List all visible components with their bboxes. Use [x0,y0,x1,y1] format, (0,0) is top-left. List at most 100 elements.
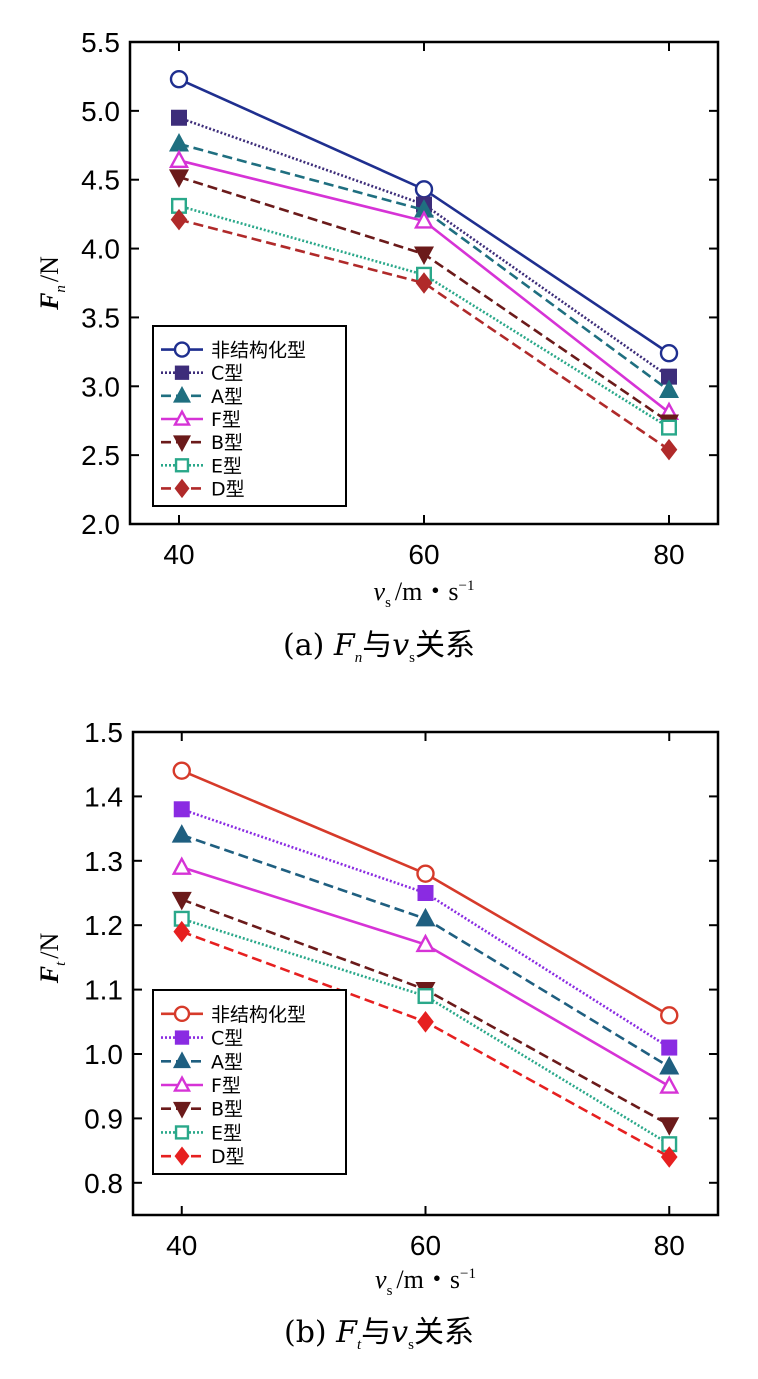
chart-b-point-s2-0 [171,824,192,843]
chart-a-legend-marker-4 [172,435,192,453]
chart-a-legend-label-1: C型 [211,363,243,385]
chart-b-legend-marker-0 [173,1005,191,1023]
chart-b-legend-label-5: E型 [211,1122,242,1144]
chart-b-ylabel: Ft/N [35,933,69,985]
chart-a-caption-part-0: (a) [283,628,334,663]
chart-b-caption-part-2: t [357,1337,362,1353]
chart-b-point-s2-2 [659,1055,680,1075]
chart-b-ytick-label: 1.1 [84,975,123,1006]
chart-a-ytick-label: 3.0 [81,371,120,402]
chart-b-caption-part-0: (b) [284,1315,336,1350]
chart-a-ytick-label: 2.5 [81,440,120,471]
chart-a-point-s4-1 [413,246,435,266]
chart-a-point-s6-1 [415,272,433,294]
chart-a-series-line-6 [178,218,670,451]
chart-b-caption-part-5: s [408,1337,414,1353]
chart-a-point-s2-2 [658,379,680,399]
chart-b-legend-marker-6 [174,1146,190,1166]
chart-b-point-s6-1 [417,1011,434,1033]
chart-b-ytick-label: 1.3 [84,846,123,877]
chart-b-xlabel-sub: s [387,1283,393,1299]
chart-b-legend-label-6: D型 [211,1146,245,1168]
chart-a-ylabel-unit: /N [35,256,64,282]
chart-a-legend-marker-0 [173,341,191,358]
chart-a-ytick-label: 3.5 [81,302,120,333]
chart-b-point-s0-1 [416,864,435,883]
chart-b-xlabel-main: v [375,1265,387,1294]
chart-a-xlabel-main: v [374,577,386,606]
chart-b-ytick-label: 1.0 [84,1039,123,1070]
chart-b-point-s5-1 [417,988,434,1005]
chart-a-legend-label-4: B型 [211,432,243,454]
chart-b-legend-label-0: 非结构化型 [211,1004,306,1026]
chart-a-legend-label-6: D型 [211,478,245,500]
chart-b-point-s1-2 [661,1039,678,1056]
chart-b-caption-part-4: v [391,1315,408,1350]
chart-a-ylabel: Fn/N [35,256,69,311]
chart-a-caption-part-6: 关系 [415,628,475,663]
chart-a-xtick-label: 40 [163,539,194,570]
chart-b-ytick-label: 1.2 [84,910,123,941]
chart-b-legend-marker-5 [174,1125,190,1140]
chart-a-xlabel-sub: s [385,595,391,611]
chart-b-legend-label-3: F型 [211,1075,241,1097]
chart-b-caption-part-1: F [335,1315,358,1350]
chart-a-legend-marker-3 [172,409,192,426]
chart-a-caption-part-2: n [355,650,363,666]
chart-a-point-s5-2 [661,419,678,436]
chart-b-legend-marker-2 [172,1051,192,1069]
chart-a: 2.02.53.03.54.04.55.05.540 60 80Fn/Nvs/m・s… [35,27,720,666]
chart-b-legend-marker-4 [172,1101,192,1119]
chart-b-xlabel-exp: −1 [460,1266,476,1282]
chart-a-point-s0-2 [659,344,679,363]
chart-a-legend-marker-6 [174,478,190,499]
chart-a-point-s1-0 [170,109,187,126]
chart-a-ytick-label: 5.5 [81,27,120,58]
chart-a-caption: (a) Fn与vs关系 [283,628,475,666]
chart-a-xtick-label: 60 [408,539,439,570]
chart-a-xtick-label: 80 [653,539,684,570]
chart-a-xlabel-unit: /m・s [395,577,459,606]
chart-a-point-s0-0 [169,69,189,89]
chart-a-ytick-label: 4.5 [81,165,120,196]
chart-a-point-s6-2 [660,438,678,461]
chart-b-caption-part-6: 关系 [414,1315,474,1350]
chart-b-legend-marker-3 [172,1075,192,1092]
chart-b-caption: (b) Ft与vs关系 [284,1315,474,1353]
chart-a-caption-part-3: 与 [362,628,392,663]
chart-b-point-s2-1 [415,907,436,927]
chart-b-point-s3-2 [659,1075,680,1094]
chart-a-legend-marker-1 [174,365,190,380]
chart-b-point-s4-0 [171,891,192,911]
chart-b-point-s3-1 [415,933,436,953]
chart-b-legend-label-4: B型 [211,1099,243,1121]
chart-a-point-s3-1 [413,210,435,229]
chart-b-point-s6-2 [660,1146,678,1168]
chart-a-xlabel: vs/m・s−1 [374,577,475,611]
chart-b-ytick-label: 1.4 [84,781,123,812]
chart-b-point-s0-0 [172,761,191,780]
chart-a-point-s3-0 [168,149,190,169]
chart-a-point-s2-0 [168,132,190,152]
chart-b-point-s1-0 [173,801,190,818]
chart-b-xtick-label: 60 [410,1230,441,1261]
chart-b-caption-part-3: 与 [361,1315,391,1350]
chart-b-point-s6-0 [173,920,191,943]
chart-b-ytick-label: 0.9 [84,1103,123,1134]
chart-a-caption-part-4: v [392,628,409,663]
chart-b-ytick-label: 1.5 [84,717,123,748]
chart-b-point-s0-2 [660,1006,679,1025]
chart-b-point-s3-0 [171,856,192,875]
chart-a-legend-marker-5 [174,458,190,473]
chart-a-caption-part-5: s [409,650,415,666]
chart-b-ylabel-sub: t [53,961,69,966]
chart-a-point-s6-0 [170,208,188,231]
chart-b-series-line-5 [181,917,670,1146]
chart-b-xlabel: vs/m・s−1 [375,1265,476,1299]
chart-a-legend-label-0: 非结构化型 [211,340,306,362]
chart-b-ylabel-main: F [35,966,64,984]
chart-a-ytick-label: 5.0 [81,96,120,127]
chart-b-xlabel-unit: /m・s [396,1265,460,1294]
chart-b-legend-label-1: C型 [211,1028,243,1050]
